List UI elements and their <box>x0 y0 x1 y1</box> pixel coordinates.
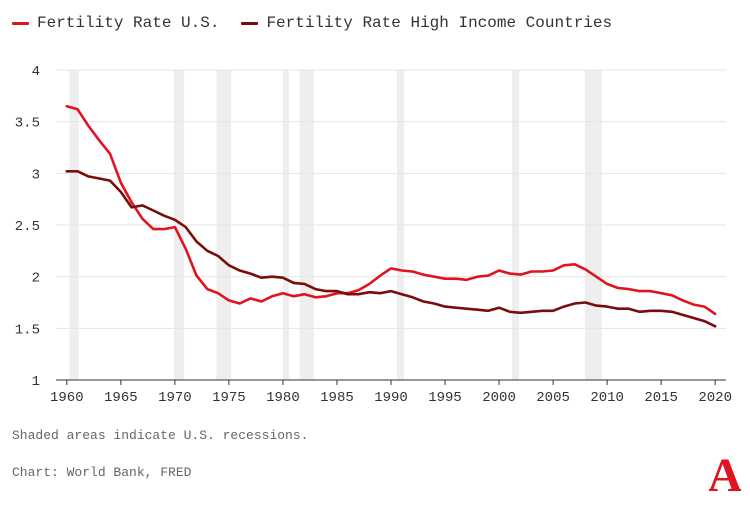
x-tick-label-12: 2020 <box>698 390 732 406</box>
legend-label-us: Fertility Rate U.S. <box>37 14 220 32</box>
logo-letter: A <box>709 449 741 495</box>
series-line-0 <box>65 104 717 316</box>
y-tick-label-5: 3.5 <box>15 116 40 132</box>
x-tick-label-4: 1980 <box>266 390 300 406</box>
legend-swatch-high-income <box>241 21 259 25</box>
x-tick-label-6: 1990 <box>374 390 408 406</box>
y-tick-label-1: 1.5 <box>15 322 40 338</box>
atlantic-logo: A <box>709 449 741 495</box>
y-tick-label-2: 2 <box>32 271 40 287</box>
gridlines <box>56 69 726 329</box>
recession-note: Shaded areas indicate U.S. recessions. <box>12 428 309 443</box>
x-tick-label-5: 1985 <box>320 390 354 406</box>
chart-legend: Fertility Rate U.S. Fertility Rate High … <box>12 12 612 34</box>
x-tick-label-8: 2000 <box>482 390 516 406</box>
chart-source: Chart: World Bank, FRED <box>12 465 192 480</box>
x-tick-label-0: 1960 <box>50 390 84 406</box>
fertility-line-chart: 1 1.5 2 2.5 3 3.5 4 1960 1965 1970 1975 1980 1985 199… <box>15 64 732 406</box>
series-lines <box>65 104 717 328</box>
y-tick-label-4: 3 <box>32 167 40 183</box>
x-tick-label-7: 1995 <box>428 390 462 406</box>
x-tick-label-11: 2015 <box>644 390 678 406</box>
legend-swatch-us <box>12 21 29 25</box>
x-tick-label-1: 1965 <box>104 390 138 406</box>
x-tick-label-10: 2010 <box>590 390 624 406</box>
y-tick-label-6: 4 <box>32 64 40 80</box>
series-line-1 <box>65 170 717 328</box>
axes: 1 1.5 2 2.5 3 3.5 4 1960 1965 1970 1975 1980 1985 199… <box>15 64 732 406</box>
x-tick-label-3: 1975 <box>212 390 246 406</box>
x-tick-label-2: 1970 <box>158 390 192 406</box>
legend-label-high-income: Fertility Rate High Income Countries <box>266 14 613 32</box>
legend-item-us: Fertility Rate U.S. <box>12 14 219 32</box>
y-tick-label-3: 2.5 <box>15 219 40 235</box>
y-tick-label-0: 1 <box>32 374 40 390</box>
x-tick-label-9: 2005 <box>536 390 570 406</box>
legend-item-high-income: Fertility Rate High Income Countries <box>241 14 612 32</box>
